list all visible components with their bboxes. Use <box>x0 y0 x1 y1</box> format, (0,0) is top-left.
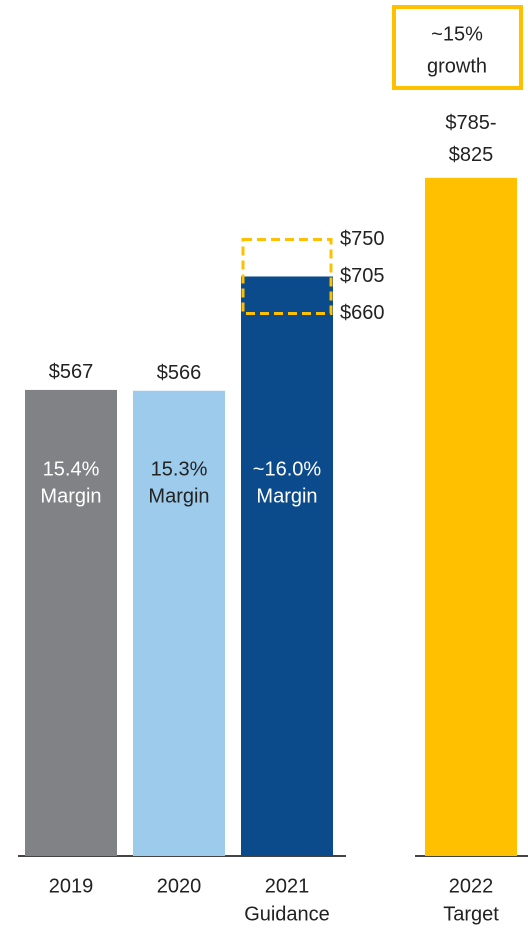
margin-label: Margin <box>148 485 209 507</box>
range-label: $785- <box>445 112 496 134</box>
bar <box>133 390 225 856</box>
margin-label: 15.3% <box>151 458 208 480</box>
value-label: $566 <box>157 362 202 384</box>
x-tick-label: 2019 <box>49 875 94 897</box>
margin-label: Margin <box>256 485 317 507</box>
bar <box>241 276 333 856</box>
annotation: growth <box>427 55 487 77</box>
range-label: $660 <box>340 302 385 324</box>
x-sublabel: Target <box>443 903 499 925</box>
range-box <box>241 238 333 315</box>
value-label: $567 <box>49 361 94 383</box>
margin-label: Margin <box>40 485 101 507</box>
annotation: ~15% <box>431 23 483 45</box>
range-label: $825 <box>449 144 494 166</box>
value-label: $705 <box>340 265 385 287</box>
bar <box>25 389 117 856</box>
margin-label: 15.4% <box>43 458 100 480</box>
range-label: $750 <box>340 228 385 250</box>
x-tick-label: 2021 <box>265 875 310 897</box>
x-tick-label: 2020 <box>157 875 202 897</box>
x-tick-label: 2022 <box>449 875 494 897</box>
margin-label: ~16.0% <box>253 458 322 480</box>
x-sublabel: Guidance <box>244 903 330 925</box>
bar <box>425 177 517 857</box>
annotation-box <box>392 5 523 90</box>
